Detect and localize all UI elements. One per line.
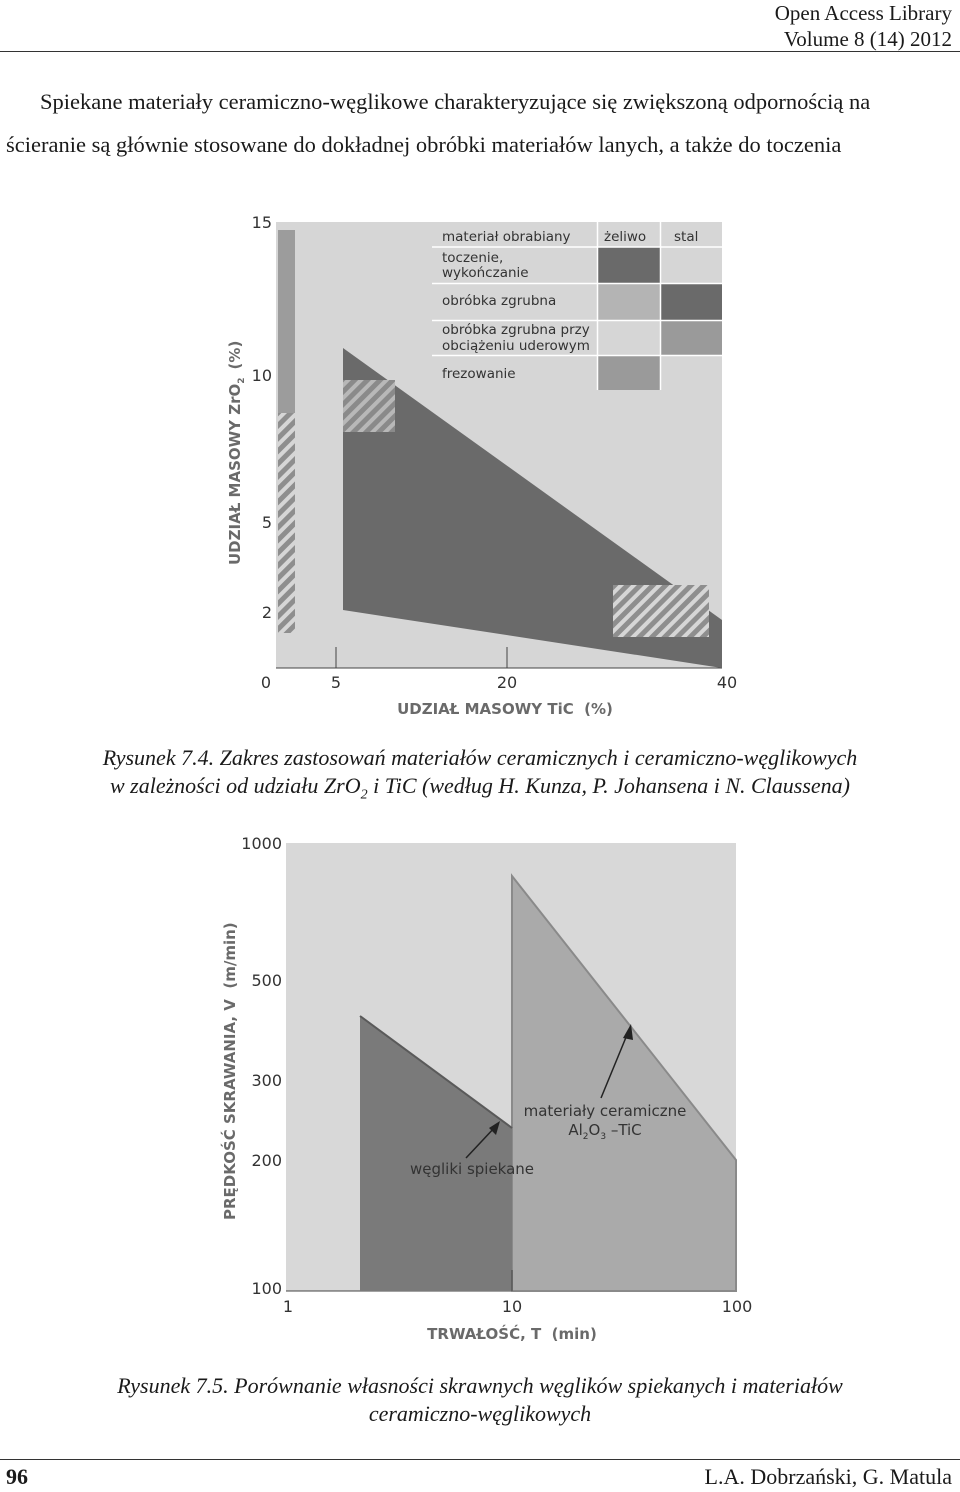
x2-axis-label: TRWAŁOŚĆ, T (min) — [427, 1324, 597, 1343]
y2-tick-100: 100 — [251, 1279, 282, 1298]
ceramic-label-line2: Al2O3 –TiC — [568, 1121, 641, 1142]
footer-rule — [0, 1459, 960, 1460]
caption-1-text-2a: w zależności od udziału ZrO — [110, 773, 361, 798]
legend-row1-line2: wykończanie — [442, 265, 529, 281]
ceramic-al: Al — [568, 1121, 582, 1139]
x-tick-0: 0 — [261, 673, 271, 692]
legend-cell-r1-zeliwo — [598, 247, 660, 283]
legend-header-zeliwo: żeliwo — [604, 229, 646, 245]
legend-table: materiał obrabiany żeliwo stal toczenie,… — [432, 222, 722, 390]
footer-authors: L.A. Dobrzański, G. Matula — [704, 1464, 952, 1489]
caption-1-line-2: w zależności od udziału ZrO2 i TiC (wedł… — [0, 772, 960, 809]
figure-7-4: materiał obrabiany żeliwo stal toczenie,… — [226, 213, 737, 718]
legend-row4: frezowanie — [442, 366, 516, 382]
journal-name: Open Access Library — [774, 1, 952, 25]
x-tick-20: 20 — [497, 673, 517, 692]
carbide-region — [360, 1016, 512, 1291]
page-number: 96 — [6, 1464, 28, 1489]
zro2-bar-hatched — [278, 413, 295, 633]
zro2-bar-solid — [278, 230, 295, 413]
legend-row3-line1: obróbka zgrubna przy — [442, 322, 590, 338]
journal-volume: Volume 8 (14) 2012 — [783, 27, 952, 51]
carbide-edge — [359, 1015, 513, 1129]
body-line-2: ścieranie są głównie stosowane do dokład… — [6, 132, 842, 157]
y2-tick-1000: 1000 — [241, 834, 282, 853]
ceramic-tic: –TiC — [606, 1121, 642, 1139]
figure-7-5: materiały ceramiczne Al2O3 –TiC węgliki … — [220, 834, 753, 1343]
y-tick-2: 2 — [262, 603, 272, 622]
caption-figure-7-4: Rysunek 7.4. Zakres zastosowań materiałó… — [0, 744, 960, 809]
carbide-arrow — [465, 1125, 497, 1159]
legend-header-stal: stal — [674, 229, 698, 245]
y2-tick-500: 500 — [251, 971, 282, 990]
legend-row3-line2: obciążeniu uderowym — [442, 338, 590, 354]
caption-2-line-1: Rysunek 7.5. Porównanie własności skrawn… — [0, 1372, 960, 1400]
y-axis-label-main: UDZIAŁ MASOWY ZrO — [226, 384, 244, 565]
legend-cell-r3-stal — [661, 321, 722, 355]
caption-2-line-2: ceramiczno-węglikowych — [368, 1401, 592, 1426]
header-rule — [0, 51, 960, 52]
body-line-1: Spiekane materiały ceramiczno-węglikowe … — [40, 89, 871, 114]
legend-cell-r2-stal — [661, 284, 722, 320]
legend-header-material: materiał obrabiany — [442, 229, 571, 245]
legend-cell-r2-zeliwo — [598, 284, 660, 320]
y-axis-label-sub: 2 — [237, 377, 247, 383]
y-tick-5: 5 — [262, 513, 272, 532]
ceramic-o: O — [589, 1121, 601, 1139]
ceramic-arrow — [600, 1029, 630, 1099]
hatch-region-lower-right — [613, 585, 709, 637]
x2-tick-1: 1 — [283, 1297, 293, 1316]
carbide-arrowhead — [489, 1121, 500, 1135]
caption-2-label: Rysunek 7.5. — [117, 1373, 229, 1398]
legend-row1-line1: toczenie, — [442, 250, 503, 266]
y2-tick-200: 200 — [251, 1151, 282, 1170]
caption-1-text-1: Zakres zastosowań materiałów ceramicznyc… — [214, 745, 858, 770]
x-tick-5: 5 — [331, 673, 341, 692]
legend-cell-r4-zeliwo — [598, 356, 660, 390]
caption-2-text-1: Porównanie własności skrawnych węglików … — [228, 1373, 843, 1398]
y-axis-label-unit: (%) — [226, 341, 244, 370]
legend-row2: obróbka zgrubna — [442, 293, 556, 309]
x-axis-label: UDZIAŁ MASOWY TiC (%) — [397, 700, 613, 718]
ceramic-sub1: 2 — [583, 1132, 589, 1142]
body-paragraph: Spiekane materiały ceramiczno-węglikowe … — [6, 80, 954, 166]
caption-1-text-2b: i TiC (według H. Kunza, P. Johansena i N… — [367, 773, 850, 798]
ceramic-sub2: 3 — [600, 1132, 606, 1142]
y2-tick-300: 300 — [251, 1071, 282, 1090]
y-tick-10: 10 — [252, 366, 272, 385]
hatch-region-upper-left — [343, 380, 395, 432]
y2-axis-label: PRĘDKOŚĆ SKRAWANIA, V (m/min) — [220, 922, 239, 1220]
caption-1-line-1: Rysunek 7.4. Zakres zastosowań materiałó… — [0, 744, 960, 772]
y-axis-label: UDZIAŁ MASOWY ZrO2 (%) — [226, 341, 247, 565]
running-header: Open Access Library Volume 8 (14) 2012 — [775, 0, 952, 52]
ceramic-label-line1: materiały ceramiczne — [524, 1102, 687, 1120]
y-tick-15: 15 — [252, 213, 272, 232]
x2-tick-100: 100 — [722, 1297, 753, 1316]
caption-1-sub: 2 — [360, 787, 368, 803]
caption-1-label: Rysunek 7.4. — [102, 745, 215, 770]
caption-figure-7-5: Rysunek 7.5. Porównanie własności skrawn… — [0, 1372, 960, 1428]
ceramic-arrowhead — [623, 1024, 633, 1040]
x-tick-40: 40 — [717, 673, 737, 692]
carbide-label: węgliki spiekane — [410, 1160, 534, 1178]
x2-tick-10: 10 — [502, 1297, 522, 1316]
